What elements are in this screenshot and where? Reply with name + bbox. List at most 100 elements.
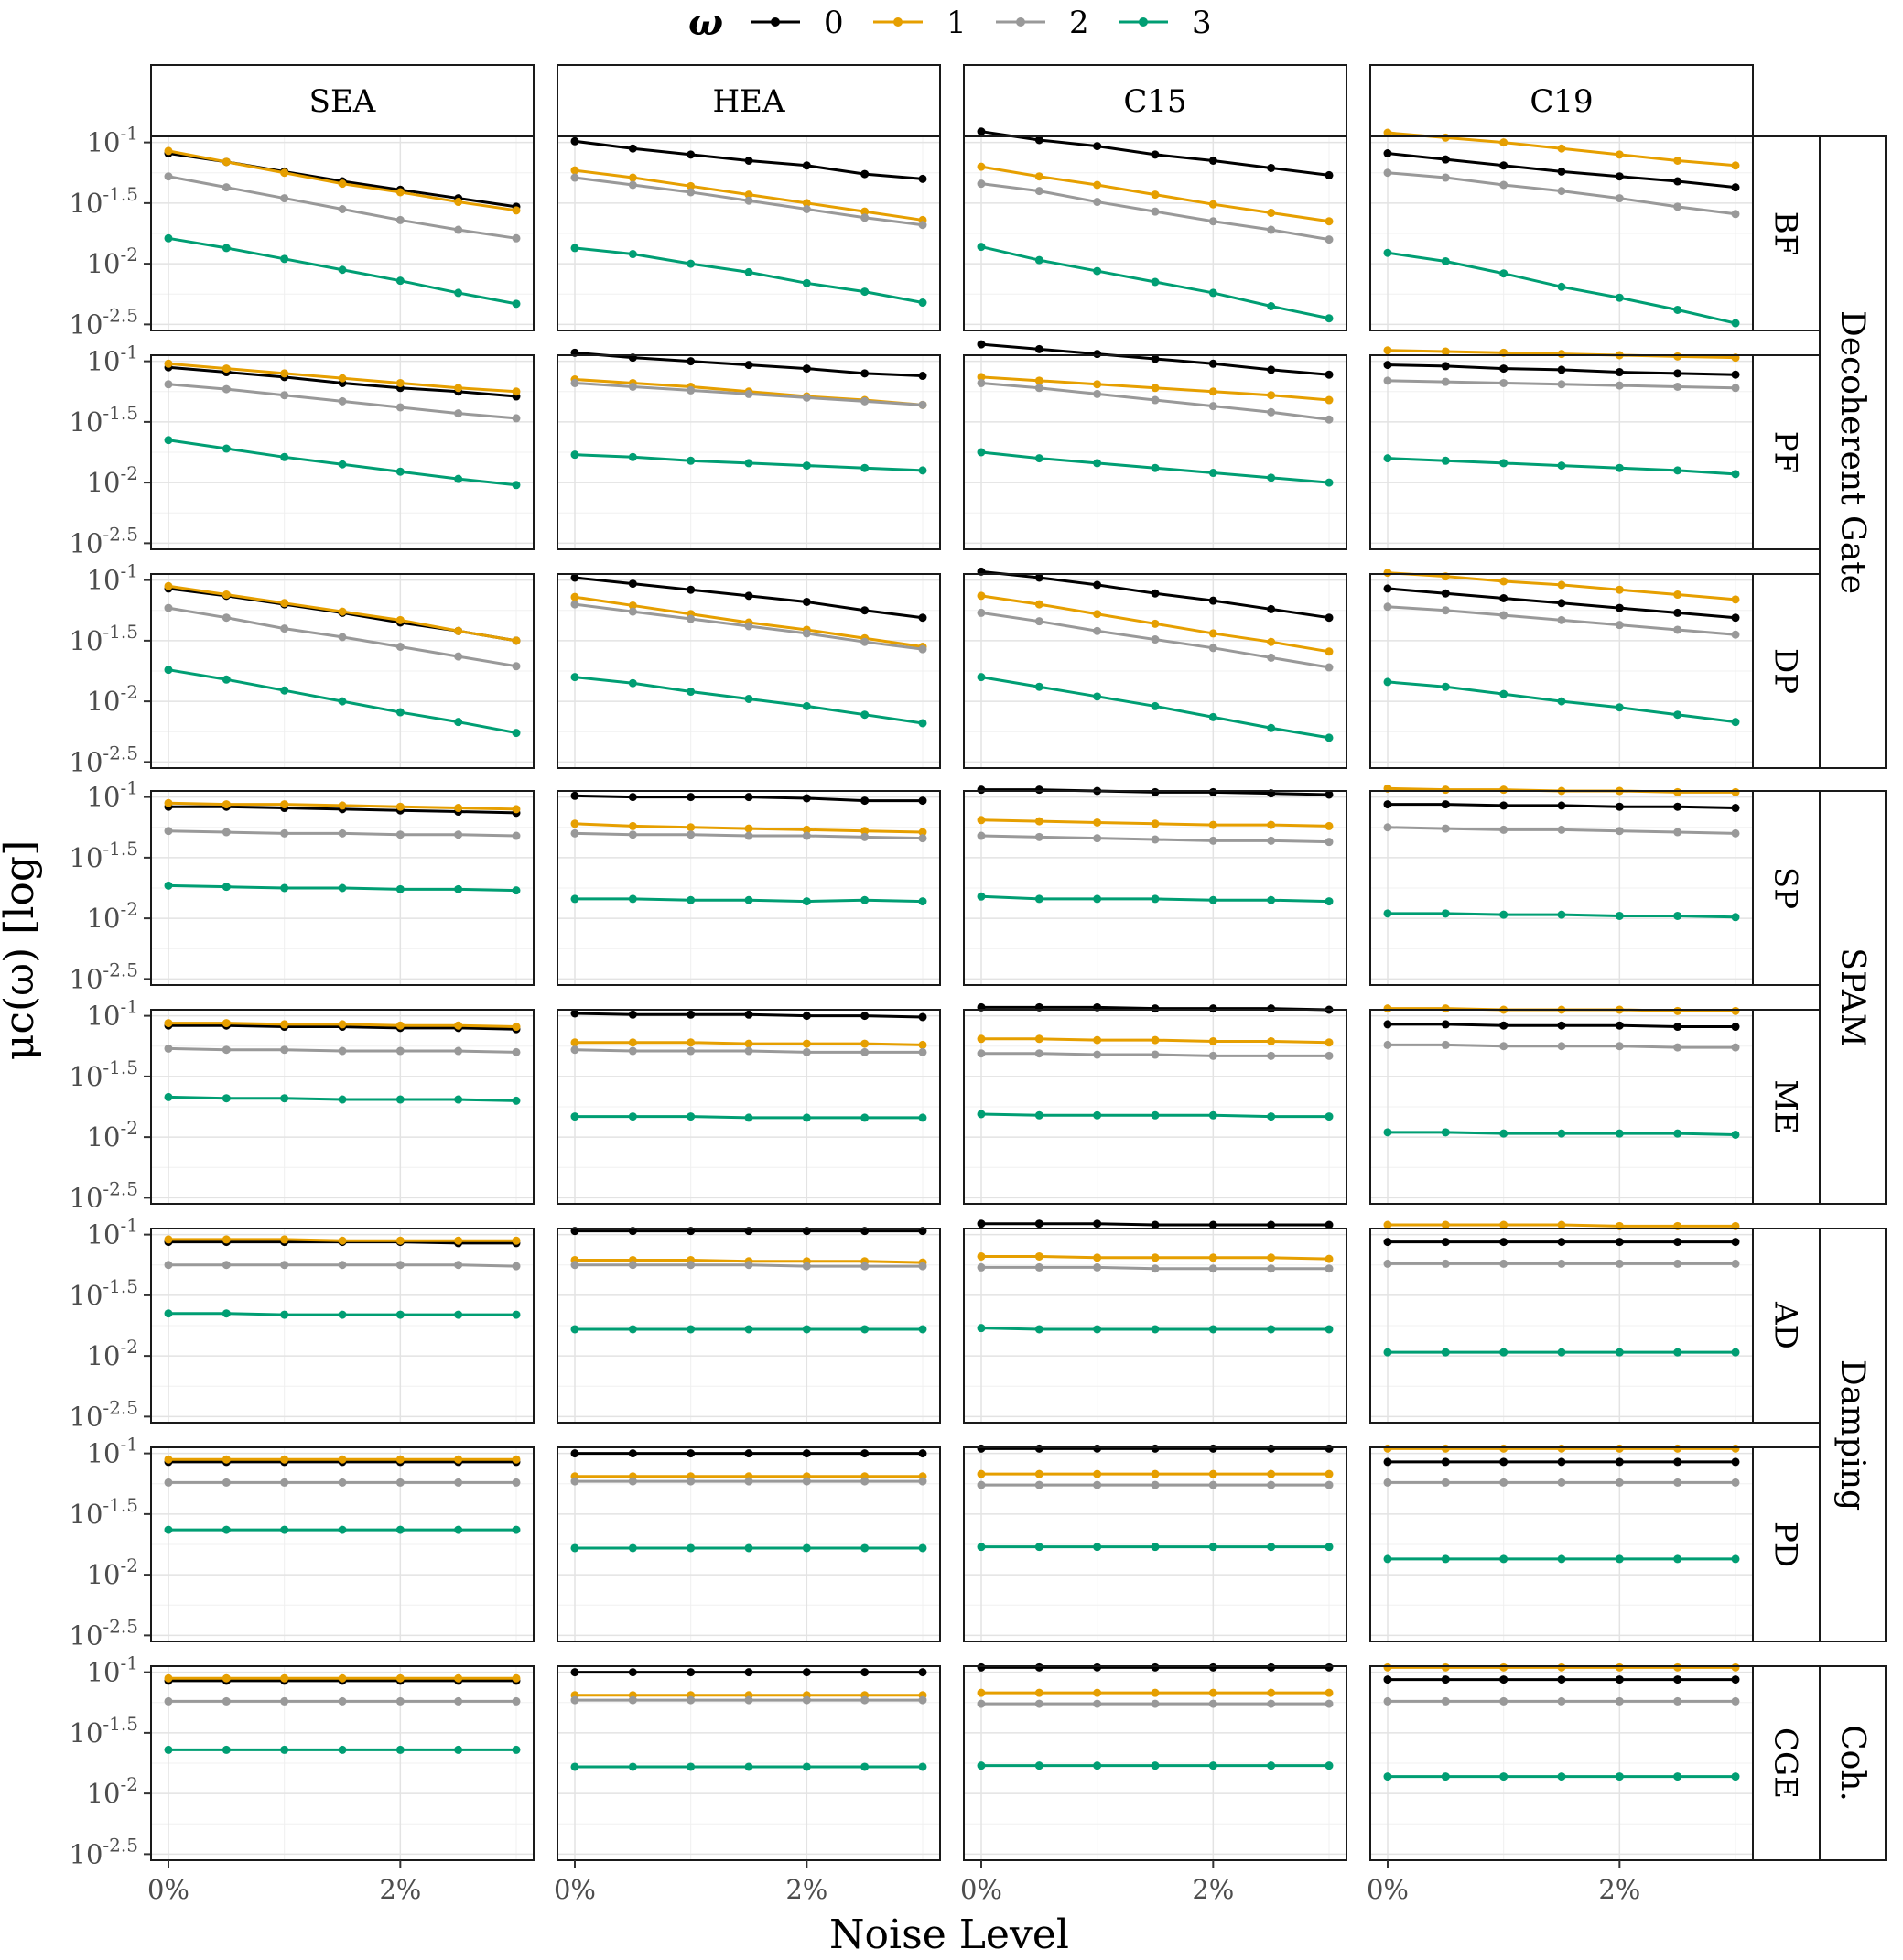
data-point	[1383, 1772, 1392, 1781]
series-3	[164, 1745, 521, 1754]
legend-label: 0	[824, 5, 844, 41]
data-point	[454, 718, 463, 727]
data-point	[1267, 302, 1276, 310]
y-tick-label: 10-1.5	[70, 183, 138, 219]
series-3	[570, 673, 927, 728]
data-point	[164, 1309, 173, 1318]
panel-border	[557, 790, 941, 986]
data-point	[1499, 1238, 1508, 1247]
data-point	[512, 1455, 521, 1464]
data-point	[454, 626, 463, 635]
data-point	[1325, 1543, 1334, 1552]
data-point	[1325, 897, 1334, 906]
y-axis-ticks: 10-1 10-1.5 10-2 10-2.5	[70, 560, 151, 777]
y-tick-label: 10-2	[87, 1773, 138, 1809]
data-point	[687, 1762, 696, 1771]
panel-border	[963, 1446, 1347, 1642]
data-point	[1151, 701, 1160, 710]
data-point	[628, 382, 637, 391]
series-3	[977, 243, 1334, 323]
x-axis-ticks: 0% 2%	[554, 1860, 827, 1905]
data-point	[1557, 350, 1566, 359]
data-point	[860, 1039, 870, 1048]
data-point	[918, 1668, 927, 1677]
data-point	[454, 884, 463, 893]
column-strip-label: C19	[1530, 83, 1593, 120]
data-point	[1557, 1696, 1566, 1706]
data-point	[1441, 1662, 1450, 1672]
series-3	[977, 1761, 1334, 1770]
data-point	[512, 206, 521, 215]
y-axis-ticks: 10-1 10-1.5 10-2 10-2.5	[70, 1434, 151, 1651]
data-point	[1615, 703, 1624, 712]
data-point	[1034, 1662, 1043, 1672]
data-point	[1383, 376, 1392, 385]
data-point	[1034, 1543, 1043, 1552]
data-point	[1731, 1772, 1740, 1781]
data-point	[1673, 710, 1682, 720]
data-point	[570, 791, 579, 800]
data-point	[977, 162, 986, 171]
data-point	[744, 1477, 753, 1486]
data-point	[1383, 248, 1392, 257]
data-point	[454, 1236, 463, 1245]
series-2	[977, 1049, 1334, 1060]
data-point	[1499, 801, 1508, 810]
data-point	[1615, 194, 1624, 203]
panel-BF-SEA	[150, 135, 535, 331]
data-point	[687, 1449, 696, 1458]
data-point	[744, 1543, 753, 1553]
data-point	[1499, 825, 1508, 834]
data-point	[1673, 1662, 1682, 1672]
data-point	[1208, 1036, 1217, 1045]
data-point	[1615, 172, 1624, 181]
data-point	[628, 1325, 637, 1334]
series-0	[570, 1009, 927, 1022]
data-point	[222, 157, 231, 167]
data-point	[395, 615, 405, 624]
data-point	[222, 444, 231, 453]
y-tick-label: 10-1	[87, 560, 138, 596]
data-point	[1731, 1348, 1740, 1357]
data-point	[1557, 1021, 1566, 1030]
data-point	[1615, 1259, 1624, 1268]
data-point	[1731, 630, 1740, 639]
data-point	[1615, 603, 1624, 612]
data-point	[454, 474, 463, 483]
data-point	[1557, 1042, 1566, 1051]
data-point	[1499, 577, 1508, 586]
data-point	[1325, 647, 1334, 656]
data-point	[1731, 183, 1740, 192]
y-tick-label: 10-2.5	[70, 1396, 138, 1432]
panel-SP-C19	[1369, 784, 1754, 986]
y-tick-label: 10-2.5	[70, 1177, 138, 1213]
data-point	[280, 1696, 289, 1706]
data-point	[454, 1261, 463, 1270]
data-point	[744, 1762, 753, 1771]
data-point	[1151, 819, 1160, 828]
y-tick-label: 10-2.5	[70, 523, 138, 558]
series-2	[164, 1696, 521, 1706]
data-point	[570, 592, 579, 601]
data-point	[1383, 569, 1392, 578]
group-strip-spam: SPAM	[1819, 790, 1887, 1205]
y-tick-label: 10-2	[87, 462, 138, 498]
series-1	[164, 798, 521, 814]
data-point	[570, 1045, 579, 1055]
data-point	[802, 1039, 811, 1048]
data-point	[744, 1039, 753, 1048]
data-point	[802, 897, 811, 906]
data-point	[1034, 817, 1043, 826]
data-point	[1267, 820, 1276, 829]
data-point	[1441, 589, 1450, 598]
data-point	[918, 466, 927, 475]
data-point	[1615, 1696, 1624, 1706]
data-point	[512, 414, 521, 423]
data-point	[687, 614, 696, 623]
data-point	[1267, 723, 1276, 732]
data-point	[860, 213, 870, 222]
data-point	[1731, 1696, 1740, 1706]
data-point	[744, 831, 753, 840]
data-point	[1673, 828, 1682, 837]
data-point	[977, 1251, 986, 1261]
